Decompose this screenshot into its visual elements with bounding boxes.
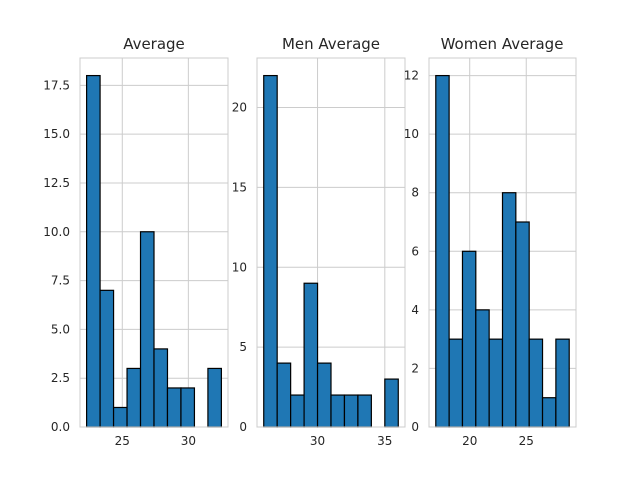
histogram-bar bbox=[515, 221, 530, 428]
histogram-bar bbox=[126, 367, 142, 428]
x-tick-label: 35 bbox=[377, 434, 392, 448]
histogram-bar bbox=[384, 378, 399, 428]
axes-frame bbox=[256, 57, 406, 428]
x-tick-label: 25 bbox=[115, 434, 130, 448]
histogram-bar bbox=[528, 338, 544, 428]
subplot-title: Average bbox=[123, 35, 185, 53]
histogram-bar bbox=[112, 406, 128, 428]
y-tick-label: 0 bbox=[411, 420, 419, 434]
y-tick-label: 2 bbox=[411, 361, 419, 375]
histogram-bar bbox=[290, 394, 305, 428]
histogram-bar bbox=[448, 338, 464, 428]
y-tick-label: 10 bbox=[232, 260, 247, 274]
histogram-bar bbox=[207, 367, 222, 428]
histogram-bar bbox=[316, 362, 332, 428]
y-tick-label: 0.0 bbox=[51, 420, 70, 434]
axes-frame bbox=[428, 57, 577, 428]
histogram-bar bbox=[166, 387, 182, 428]
histogram-bar bbox=[139, 231, 155, 428]
y-tick-label: 2.5 bbox=[51, 371, 70, 385]
y-tick-label: 6 bbox=[411, 244, 419, 258]
histogram-bar bbox=[99, 289, 115, 428]
histogram-bar bbox=[180, 387, 196, 428]
y-tick-label: 7.5 bbox=[51, 274, 70, 288]
histogram-bar bbox=[357, 394, 372, 428]
bars bbox=[263, 74, 399, 428]
histogram-bar bbox=[330, 394, 346, 428]
y-tick-label: 8 bbox=[411, 186, 419, 200]
histogram-bar bbox=[541, 397, 557, 428]
y-tick-label: 20 bbox=[232, 101, 247, 115]
histogram-bar bbox=[501, 192, 517, 428]
subplot-title: Women Average bbox=[441, 35, 564, 53]
bars bbox=[86, 74, 222, 428]
histogram-bar bbox=[276, 362, 292, 428]
y-tick-label: 0 bbox=[239, 420, 247, 434]
subplot-men-average: Men Average 0 5 10 15 20 30 35 bbox=[232, 35, 406, 448]
histogram-bar bbox=[475, 309, 490, 428]
histogram-bar bbox=[488, 338, 504, 428]
histogram-bar bbox=[435, 74, 450, 428]
histogram-bar bbox=[86, 74, 101, 428]
x-tick-label: 30 bbox=[181, 434, 196, 448]
histogram-bar bbox=[153, 348, 169, 428]
y-tick-label: 15 bbox=[232, 180, 247, 194]
axes-frame bbox=[79, 57, 229, 428]
x-tick-label: 20 bbox=[462, 434, 477, 448]
x-tick-label: 25 bbox=[519, 434, 534, 448]
y-tick-label: 5.0 bbox=[51, 322, 70, 336]
histogram-bar bbox=[555, 338, 570, 428]
subplot-title: Men Average bbox=[282, 35, 380, 53]
histogram-bar bbox=[461, 250, 477, 428]
y-tick-label: 4 bbox=[411, 303, 419, 317]
y-tick-label: 5 bbox=[239, 340, 247, 354]
y-tick-label: 10.0 bbox=[43, 225, 70, 239]
y-tick-label: 17.5 bbox=[43, 78, 70, 92]
subplot-average: Average 0.0 2.5 5.0 7.5 10.0 12.5 15.0 17.5 25 30 bbox=[43, 35, 229, 448]
histogram-bar bbox=[263, 74, 278, 428]
x-tick-label: 30 bbox=[310, 434, 325, 448]
y-tick-label: 12 bbox=[404, 69, 419, 83]
y-tick-label: 10 bbox=[404, 127, 419, 141]
histogram-bar bbox=[343, 394, 359, 428]
histogram-bar bbox=[303, 282, 319, 428]
y-tick-label: 12.5 bbox=[43, 176, 70, 190]
y-tick-label: 15.0 bbox=[43, 127, 70, 141]
subplot-women-average: Women Average 0 2 4 6 8 10 12 20 25 bbox=[404, 35, 577, 448]
